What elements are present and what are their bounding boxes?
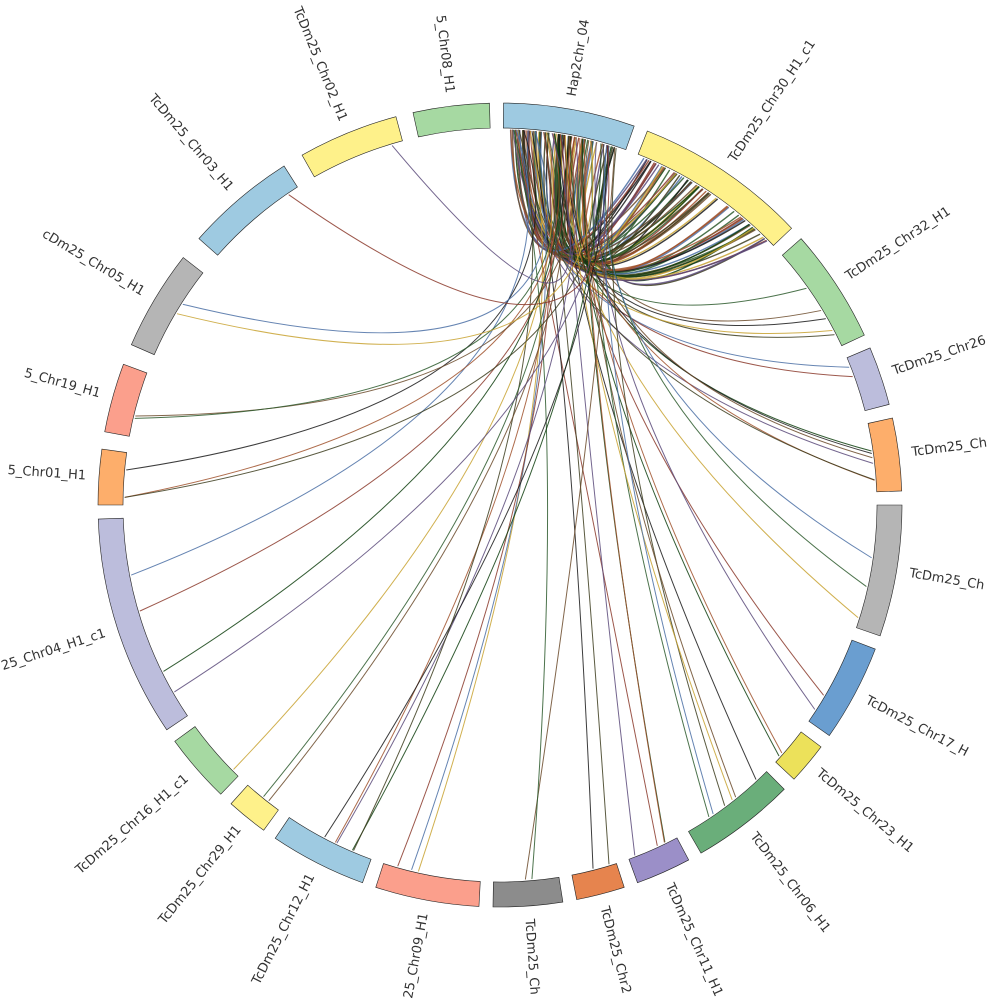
- link-TcDm25_Chr17_H: [594, 142, 816, 710]
- segment-Hap2chr_04: [502, 102, 635, 151]
- link-TcDm25_Ch_c: [513, 129, 549, 880]
- segment-TcDm25_Chr06_H1: [688, 771, 785, 854]
- link-TcDm25_Chr11_H1: [560, 134, 636, 856]
- segment-TcDm25_Ch_b: [856, 504, 903, 637]
- segment-TcDm25_Chr26: [846, 347, 890, 411]
- link-TcDm25_Chr12_H1: [353, 129, 534, 851]
- link-TcDm25_Chr32_H1: [558, 134, 826, 326]
- link-TcDm25_Chr01_H1: [126, 130, 537, 471]
- segment-label-TcDm25_Chr12_H1: TcDm25_Chr12_H1: [249, 871, 318, 988]
- link-TcDm25_Chr19_H1: [134, 132, 557, 419]
- segment-TcDm25_Chr12_H1: [274, 817, 372, 884]
- segment-label-TcDm25_Chr23_H1: TcDm25_Chr23_H1: [812, 765, 916, 856]
- link-TcDm25_Chr05_H1: [176, 140, 594, 345]
- segment-label-TcDm25_Chr30_H1_c1: TcDm25_Chr30_H1_c1: [725, 37, 819, 166]
- segment-label-TcDm25_Chr29_H1: TcDm25_Chr29_H1: [155, 823, 244, 928]
- segment-label-TcDm25_Chr11_H1: TcDm25_Chr11_H1: [662, 880, 726, 999]
- segment-TcDm25_Chr05_H1: [130, 257, 204, 356]
- link-TcDm25_Chr04_H1_c1: [131, 129, 530, 576]
- link-TcDm25_Chr06_H1: [558, 134, 757, 780]
- segment-TcDm25_Ch_c: [492, 877, 564, 908]
- link-TcDm25_Chr09_H1: [397, 132, 553, 867]
- link-TcDm25_Chr32_H1: [546, 132, 835, 338]
- link-TcDm25_Chr03_H1: [288, 145, 610, 306]
- link-TcDm25_Chr30_H1_c1: [519, 129, 768, 282]
- segment-label-TcDm25_Chr03_H1: TcDm25_Chr03_H1: [145, 91, 237, 195]
- link-TcDm25_Chr01_H1: [124, 133, 560, 498]
- segment-label-TcDm25_Chr2: TcDm25_Chr2: [596, 904, 633, 995]
- segment-TcDm25_Chr09_H1: [375, 863, 481, 907]
- segment-TcDm25_Chr29_H1: [230, 784, 279, 831]
- link-TcDm25_Chr26: [518, 129, 850, 368]
- link-TcDm25_Chr02_H1: [391, 133, 571, 284]
- segment-label-TcDm25_Chr04_H1_c1: 25_Chr04_H1_c1: [0, 626, 108, 674]
- segment-label-TcDm25_Chr26: TcDm25_Chr26: [890, 333, 988, 379]
- link-TcDm25_Ch: [557, 134, 872, 452]
- links-layer: [124, 129, 875, 880]
- link-TcDm25_Chr12_H1: [324, 145, 609, 838]
- link-TcDm25_Chr29_H1: [268, 134, 568, 801]
- link-TcDm25_Chr06_H1: [603, 144, 714, 815]
- segment-TcDm25_Chr17_H: [808, 639, 876, 736]
- link-TcDm25_Chr06_H1: [611, 147, 726, 806]
- segment-label-TcDm25_Ch_c: TcDm25_Ch: [521, 917, 541, 995]
- link-TcDm25_Chr2: [531, 130, 594, 869]
- segment-label-TcDm25_Ch: TcDm25_Ch: [910, 436, 988, 461]
- segments-layer: [97, 102, 903, 908]
- link-TcDm25_Chr06_H1: [564, 135, 733, 801]
- link-TcDm25_Chr23_H1: [579, 138, 783, 754]
- segment-label-TcDm25_Chr08_H1: 5_Chr08_H1: [432, 14, 456, 94]
- segment-TcDm25_Chr32_H1: [781, 238, 865, 347]
- segment-label-TcDm25_Chr19_H1: 5_Chr19_H1: [22, 366, 102, 401]
- link-TcDm25_Chr11_H1: [583, 139, 665, 843]
- segment-TcDm25_Chr02_H1: [301, 116, 403, 178]
- segment-label-TcDm25_Chr17_H: TcDm25_Chr17_H: [862, 693, 971, 760]
- segment-label-TcDm25_Chr09_H1: 25_Chr09_H1: [401, 912, 432, 1000]
- link-TcDm25_Chr01_H1: [124, 143, 605, 498]
- link-TcDm25_Chr12_H1: [335, 132, 555, 843]
- segment-TcDm25_Chr03_H1: [198, 165, 298, 256]
- segment-TcDm25_Chr19_H1: [104, 363, 148, 437]
- segment-TcDm25_Ch: [867, 417, 903, 493]
- link-TcDm25_Ch_b: [605, 145, 867, 587]
- segment-TcDm25_Chr11_H1: [628, 837, 690, 884]
- link-TcDm25_Chr16_H1_c1: [233, 132, 553, 770]
- link-TcDm25_Chr04_H1_c1: [174, 145, 609, 693]
- link-TcDm25_Chr23_H1: [569, 136, 780, 757]
- link-TcDm25_Ch: [522, 130, 875, 481]
- segment-TcDm25_Chr30_H1_c1: [637, 130, 793, 246]
- segment-TcDm25_Chr23_H1: [775, 731, 822, 780]
- link-TcDm25_Chr12_H1: [352, 143, 602, 851]
- link-TcDm25_Chr19_H1: [135, 135, 574, 417]
- segment-label-TcDm25_Chr01_H1: 5_Chr01_H1: [7, 463, 86, 483]
- segment-TcDm25_Chr08_H1: [412, 102, 491, 138]
- labels-layer: Hap2chr_04 TcDm25_Chr30_H1_c1 TcDm25_Chr32…: [0, 4, 988, 1000]
- segment-TcDm25_Chr04_H1_c1: [97, 517, 188, 731]
- link-TcDm25_Ch_c: [524, 147, 616, 880]
- link-TcDm25_Chr06_H1: [591, 141, 710, 818]
- segment-TcDm25_Chr16_H1_c1: [174, 726, 239, 795]
- segment-label-TcDm25_Chr05_H1: cDm25_Chr05_H1: [39, 227, 147, 300]
- segment-TcDm25_Chr2: [571, 863, 625, 900]
- segment-label-Hap2chr_04: Hap2chr_04: [565, 18, 593, 97]
- segment-TcDm25_Chr01_H1: [97, 448, 128, 506]
- link-TcDm25_Chr05_H1: [182, 131, 549, 334]
- link-TcDm25_Chr04_H1_c1: [139, 134, 566, 612]
- segment-label-TcDm25_Ch_b: TcDm25_Ch: [907, 566, 985, 593]
- link-TcDm25_Chr32_H1: [584, 140, 822, 322]
- link-TcDm25_Ch: [580, 138, 873, 459]
- link-TcDm25_Chr30_H1_c1: [579, 139, 735, 274]
- segment-label-TcDm25_Chr02_H1: TcDm25_Chr02_H1: [289, 4, 350, 124]
- segment-label-TcDm25_Chr32_H1: TcDm25_Chr32_H1: [842, 204, 953, 284]
- link-TcDm25_Chr12_H1: [336, 137, 579, 844]
- segment-label-TcDm25_Chr16_H1_c1: TcDm25_Chr16_H1_c1: [72, 772, 191, 879]
- segment-label-TcDm25_Chr06_H1: TcDm25_Chr06_H1: [746, 829, 833, 936]
